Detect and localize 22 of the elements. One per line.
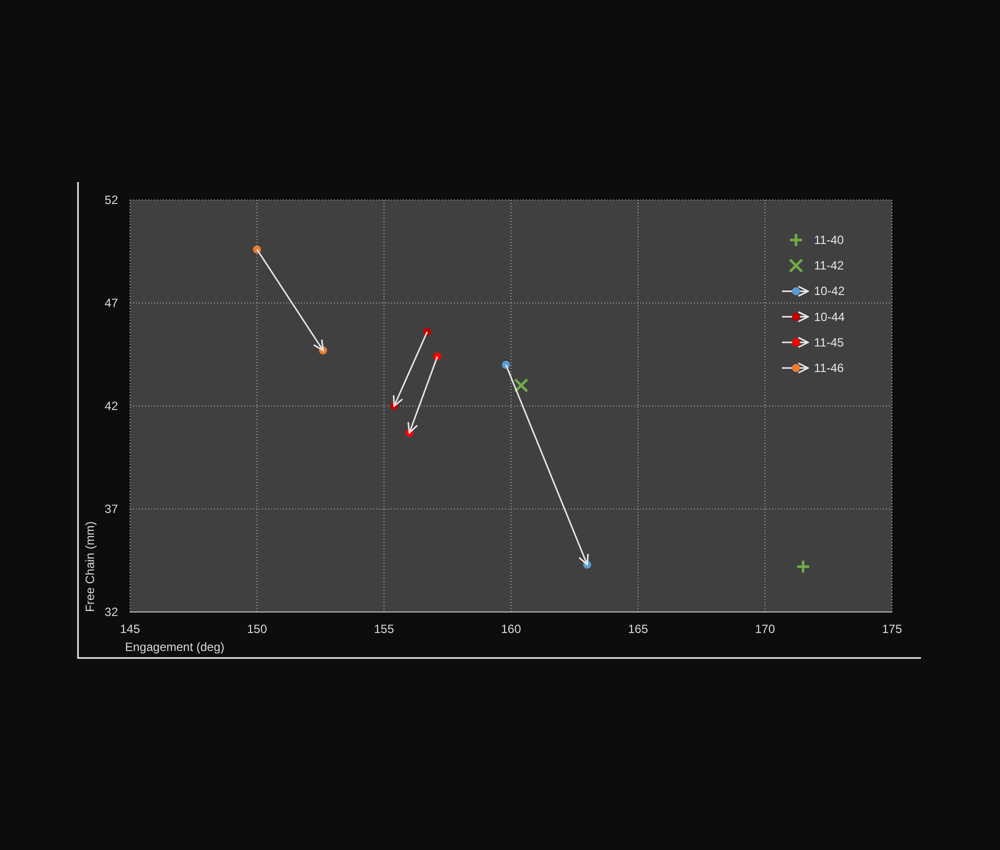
legend-label: 10-42 (814, 284, 846, 298)
x-tick-label: 160 (500, 622, 522, 636)
x-tick-label: 175 (882, 622, 902, 636)
x-axis-title: Engagement (deg) (125, 640, 224, 654)
x-tick-label: 155 (374, 622, 394, 636)
x-tick-label: 145 (120, 622, 140, 636)
y-tick-label: 37 (104, 502, 118, 516)
x-tick-label: 165 (628, 622, 648, 636)
point (514, 378, 528, 393)
y-axis-title: Free Chain (mm) (83, 521, 97, 612)
y-tick-label: 47 (104, 296, 118, 310)
x-tick-label: 170 (754, 622, 776, 636)
legend-label: 11-46 (814, 361, 844, 375)
legend-label: 11-45 (814, 335, 844, 350)
y-tick-label: 42 (104, 399, 118, 413)
legend-label: 11-42 (814, 258, 844, 273)
y-tick-label: 32 (104, 605, 118, 619)
legend-label: 10-44 (814, 310, 846, 324)
x-tick-label: 150 (246, 622, 268, 636)
point (796, 559, 810, 574)
legend-label: 11-40 (814, 233, 844, 247)
y-tick-label: 52 (104, 193, 118, 207)
